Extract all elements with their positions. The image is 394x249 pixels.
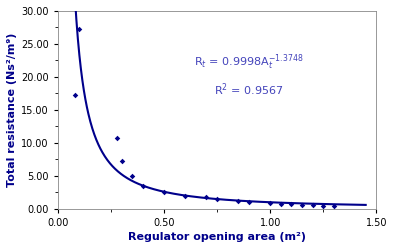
Point [235,199,242,203]
Point [299,203,305,207]
Point [182,194,188,198]
Point [139,184,146,188]
Point [246,200,252,204]
Point [76,27,82,31]
Point [267,201,273,205]
Point [161,190,167,194]
Point [129,174,135,178]
Point [278,202,284,206]
Point [203,195,210,199]
Point [320,204,326,208]
Point [114,136,121,140]
Point [119,159,125,163]
X-axis label: Regulator opening area (m²): Regulator opening area (m²) [128,232,306,242]
Point [288,202,295,206]
Text: R$^2$ = 0.9567: R$^2$ = 0.9567 [214,82,284,98]
Point [309,203,316,207]
Y-axis label: Total resistance (Ns²/m⁹): Total resistance (Ns²/m⁹) [7,33,17,187]
Text: R$_t$ = 0.9998A$_t^{-1.3748}$: R$_t$ = 0.9998A$_t^{-1.3748}$ [194,53,304,72]
Point [214,197,220,201]
Point [331,204,337,208]
Point [72,93,78,97]
